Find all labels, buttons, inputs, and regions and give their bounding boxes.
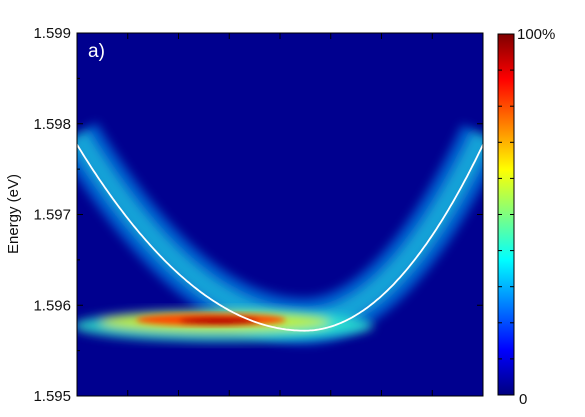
colorbar-ticks: [498, 69, 514, 360]
y-tick-label: 1.599: [33, 25, 71, 42]
peak-dark-red: [179, 316, 260, 325]
y-tick-label: 1.598: [33, 116, 71, 133]
intensity-map: [77, 122, 483, 344]
y-axis: 1.599 1.598 1.597 1.596 1.595: [33, 25, 483, 405]
y-tick-label: 1.596: [33, 297, 71, 314]
fit-curve: [77, 144, 483, 332]
colorbar-min-label: 0: [519, 391, 527, 408]
peak-region: [135, 313, 286, 326]
y-axis-label: Energy (eV): [5, 174, 22, 254]
panel-label: a): [88, 41, 105, 62]
colorbar-max-label: 100%: [517, 26, 555, 43]
x-axis: [127, 33, 433, 396]
y-tick-label: 1.597: [33, 207, 71, 224]
y-tick-label: 1.595: [33, 388, 71, 405]
